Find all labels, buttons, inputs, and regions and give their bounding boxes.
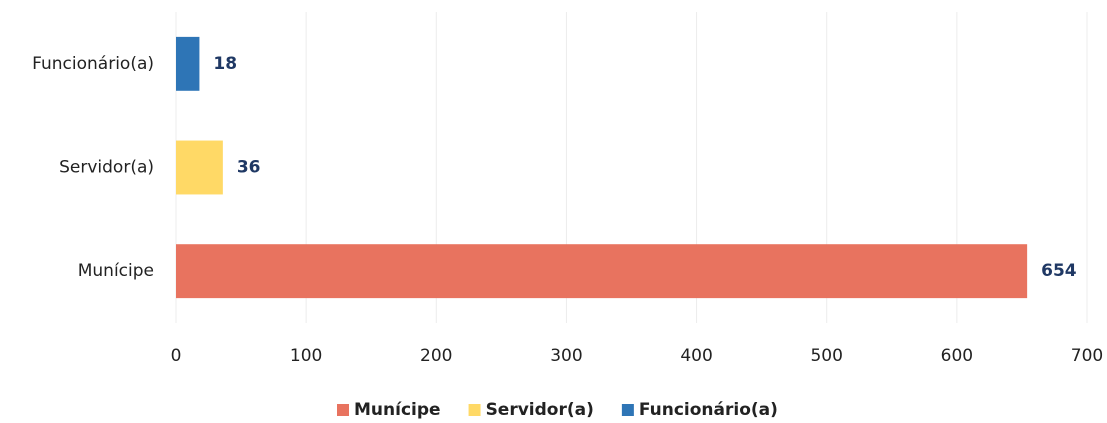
x-tick-label: 400 bbox=[680, 346, 712, 366]
x-tick-label: 300 bbox=[550, 346, 582, 366]
data-label: 36 bbox=[237, 158, 261, 178]
legend-swatch bbox=[337, 404, 349, 416]
legend-swatch bbox=[468, 404, 481, 416]
bar bbox=[176, 36, 200, 91]
y-tick-label: Funcionário(a) bbox=[32, 54, 154, 74]
data-label: 18 bbox=[213, 54, 237, 74]
data-label: 654 bbox=[1041, 261, 1077, 281]
legend-swatch bbox=[621, 404, 634, 416]
legend-label: Munícipe bbox=[354, 400, 441, 420]
legend-label: Servidor(a) bbox=[486, 400, 594, 420]
bar bbox=[176, 140, 223, 195]
x-tick-label: 500 bbox=[810, 346, 842, 366]
x-tick-label: 600 bbox=[941, 346, 973, 366]
x-tick-label: 200 bbox=[420, 346, 452, 366]
x-tick-label: 100 bbox=[290, 346, 322, 366]
x-tick-label: 0 bbox=[171, 346, 182, 366]
bar bbox=[176, 244, 1028, 299]
legend-label: Funcionário(a) bbox=[639, 400, 778, 420]
y-tick-label: Munícipe bbox=[78, 261, 154, 281]
x-tick-label: 700 bbox=[1071, 346, 1103, 366]
y-tick-label: Servidor(a) bbox=[59, 158, 154, 178]
